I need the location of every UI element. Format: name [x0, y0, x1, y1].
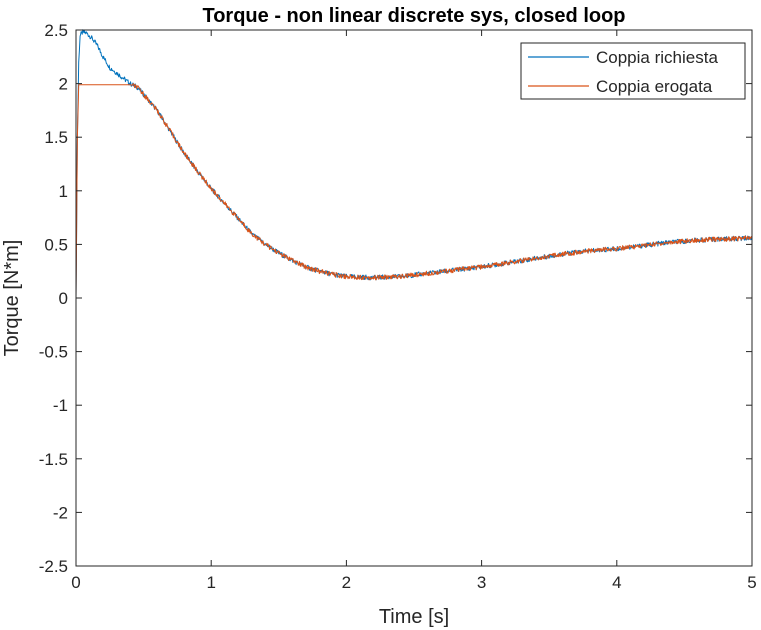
x-tick-label: 4 [612, 573, 621, 592]
y-axis-label: Torque [N*m] [1, 240, 23, 357]
y-tick-label: -1 [53, 396, 68, 415]
legend-label-coppia-erogata: Coppia erogata [596, 77, 713, 96]
y-tick-label: -2.5 [39, 557, 68, 576]
y-tick-label: -2 [53, 503, 68, 522]
y-tick-label: 1 [59, 182, 68, 201]
series-line-coppia-erogata [75, 83, 753, 299]
y-tick-label: 2 [59, 75, 68, 94]
y-ticks: 2.5 2 1.5 1 0.5 0 -0.5 -1 -1.5 -2 -2.5 [39, 21, 752, 576]
y-tick-label: -1.5 [39, 450, 68, 469]
y-tick-label: 0.5 [44, 235, 68, 254]
x-tick-label: 3 [477, 573, 486, 592]
x-tick-label: 2 [342, 573, 351, 592]
y-tick-label: 1.5 [44, 128, 68, 147]
x-tick-label: 5 [747, 573, 756, 592]
y-tick-label: 2.5 [44, 21, 68, 40]
x-tick-label: 0 [71, 573, 80, 592]
x-tick-label: 1 [206, 573, 215, 592]
legend-box [520, 42, 746, 100]
legend-label-coppia-richiesta: Coppia richiesta [596, 48, 718, 67]
chart-title: Torque - non linear discrete sys, closed… [202, 5, 625, 27]
legend: Coppia richiesta Coppia erogata [520, 42, 746, 100]
series-layer [75, 29, 753, 299]
plot-area [76, 30, 752, 566]
y-tick-label: 0 [59, 289, 68, 308]
x-axis-label: Time [s] [379, 606, 449, 628]
x-ticks: 0 1 2 3 4 5 [71, 30, 757, 592]
y-tick-label: -0.5 [39, 343, 68, 362]
